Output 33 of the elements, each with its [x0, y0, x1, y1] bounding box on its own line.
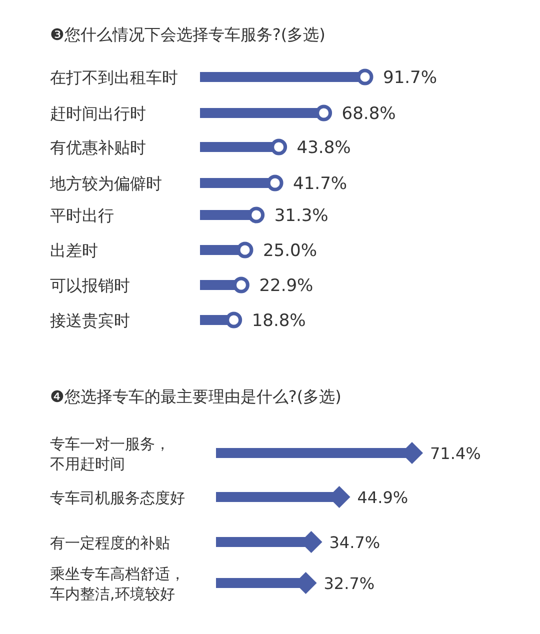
y-tick-label: 出差时	[50, 241, 98, 260]
y-tick-label: 乘坐专车高档舒适，车内整洁,环境较好	[50, 565, 185, 603]
data-label: 18.8%	[252, 311, 306, 331]
point	[356, 68, 374, 86]
y-tick-label: 有一定程度的补贴	[50, 534, 170, 552]
data-label: 68.8%	[342, 104, 396, 124]
chart-title: ❸您什么情况下会选择专车服务?(多选)	[50, 25, 326, 44]
data-label: 31.3%	[274, 206, 328, 226]
y-tick-label: 专车一对一服务，不用赶时间	[50, 435, 170, 473]
y-tick-label: 可以报销时	[50, 276, 130, 295]
point	[316, 104, 332, 122]
data-label: 22.9%	[259, 276, 314, 296]
y-tick-label: 专车司机服务态度好	[50, 489, 185, 507]
data-label: 32.7%	[324, 574, 375, 593]
data-label: 25.0%	[262, 241, 317, 261]
data-label: 43.8%	[296, 138, 351, 158]
data-label: 44.9%	[357, 488, 408, 507]
point	[232, 276, 250, 294]
data-label: 71.4%	[430, 444, 481, 463]
point	[248, 206, 265, 224]
data-label: 34.7%	[329, 533, 380, 552]
y-tick-label: 有优惠补贴时	[50, 138, 146, 157]
y-tick-label: 在打不到出租车时	[50, 68, 178, 87]
y-tick-label: 赶时间出行时	[50, 104, 146, 123]
point	[226, 312, 242, 328]
data-label: 91.7%	[383, 68, 438, 88]
y-tick-label: 平时出行	[50, 206, 114, 225]
y-tick-label: 接送贵宾时	[50, 311, 130, 330]
chart-title: ❹您选择专车的最主要理由是什么?(多选)	[50, 387, 342, 406]
point	[236, 242, 254, 258]
data-label: 41.7%	[293, 174, 348, 194]
y-tick-label: 地方较为偏僻时	[49, 174, 162, 193]
point	[270, 138, 288, 156]
